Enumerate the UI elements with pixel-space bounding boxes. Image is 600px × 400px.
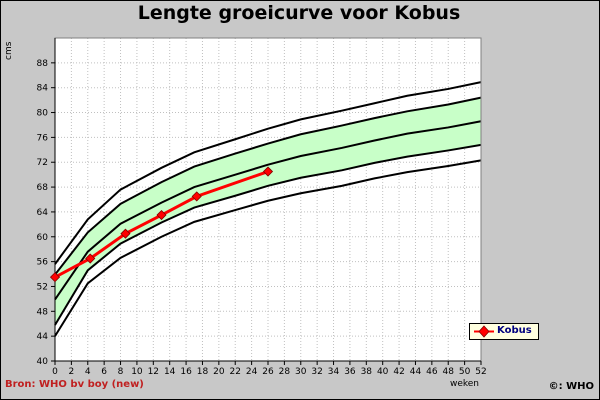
x-tick-label: 24 bbox=[246, 367, 258, 377]
x-tick-label: 46 bbox=[426, 367, 438, 377]
x-tick-label: 14 bbox=[164, 367, 176, 377]
legend-marker-icon bbox=[474, 325, 494, 338]
y-tick-label: 80 bbox=[37, 109, 49, 119]
reference-curve-3 bbox=[54, 120, 482, 301]
y-tick-label: 68 bbox=[37, 183, 49, 193]
x-tick-label: 0 bbox=[52, 367, 58, 377]
copyright-note: ©: WHO bbox=[548, 381, 594, 392]
source-note: Bron: WHO bv boy (new) bbox=[5, 379, 144, 390]
y-tick-label: 52 bbox=[37, 282, 48, 292]
x-tick-label: 38 bbox=[361, 367, 373, 377]
x-tick-label: 32 bbox=[311, 367, 322, 377]
y-tick-label: 64 bbox=[37, 208, 49, 218]
x-tick-label: 30 bbox=[295, 367, 307, 377]
x-tick-label: 42 bbox=[393, 367, 404, 377]
x-tick-label: 52 bbox=[475, 367, 486, 377]
x-tick-label: 26 bbox=[262, 367, 274, 377]
reference-curves-layer bbox=[54, 81, 482, 337]
y-tick-label: 60 bbox=[37, 233, 49, 243]
x-tick-label: 48 bbox=[443, 367, 455, 377]
x-tick-label: 10 bbox=[131, 367, 143, 377]
x-tick-label: 12 bbox=[148, 367, 159, 377]
x-tick-label: 2 bbox=[69, 367, 75, 377]
plot-area bbox=[55, 38, 481, 361]
data-point-kobus bbox=[262, 166, 274, 177]
x-tick-label: 44 bbox=[410, 367, 422, 377]
data-point-kobus bbox=[191, 191, 202, 202]
x-tick-label: 40 bbox=[377, 367, 389, 377]
reference-curve-2 bbox=[54, 143, 482, 326]
x-tick-label: 20 bbox=[213, 367, 225, 377]
y-tick-label: 76 bbox=[37, 133, 49, 143]
x-tick-label: 50 bbox=[459, 367, 471, 377]
data-point-kobus bbox=[156, 209, 167, 221]
x-tick-label: 34 bbox=[328, 367, 340, 377]
legend: Kobus bbox=[469, 323, 539, 340]
tick-labels-layer: 0 2 4 6 8 10 12 14 16 18 20 22 24 26 28 30 32 34 36 38 40 42 4… bbox=[37, 59, 487, 377]
chart-title: Lengte groeicurve voor Kobus bbox=[137, 2, 461, 24]
x-tick-label: 36 bbox=[344, 367, 356, 377]
x-axis-label: weken bbox=[450, 379, 479, 389]
y-tick-label: 56 bbox=[37, 258, 49, 268]
series-line-kobus bbox=[54, 170, 269, 279]
y-tick-label: 84 bbox=[37, 84, 49, 94]
x-tick-label: 28 bbox=[279, 367, 291, 377]
reference-curve-5 bbox=[54, 81, 482, 265]
x-tick-label: 6 bbox=[101, 367, 107, 377]
y-tick-label: 44 bbox=[37, 332, 49, 342]
x-tick-label: 18 bbox=[197, 367, 209, 377]
y-tick-label: 72 bbox=[37, 158, 48, 168]
reference-curve-4 bbox=[54, 96, 482, 276]
axes-layer bbox=[51, 37, 482, 365]
data-point-kobus bbox=[85, 253, 96, 264]
data-point-kobus bbox=[49, 272, 61, 283]
data-point-kobus bbox=[120, 228, 131, 239]
x-tick-label: 8 bbox=[118, 367, 124, 377]
y-tick-label: 40 bbox=[37, 357, 49, 367]
reference-curve-1 bbox=[54, 159, 482, 337]
legend-label-kobus: Kobus bbox=[497, 325, 532, 336]
y-tick-label: 88 bbox=[37, 59, 49, 69]
reference-band-layer bbox=[55, 97, 481, 325]
x-tick-label: 4 bbox=[85, 367, 91, 377]
series-layer bbox=[49, 166, 274, 283]
x-tick-label: 22 bbox=[230, 367, 241, 377]
x-tick-label: 16 bbox=[180, 367, 192, 377]
reference-band bbox=[55, 97, 481, 325]
grid-layer bbox=[54, 38, 482, 362]
y-tick-label: 48 bbox=[37, 307, 49, 317]
